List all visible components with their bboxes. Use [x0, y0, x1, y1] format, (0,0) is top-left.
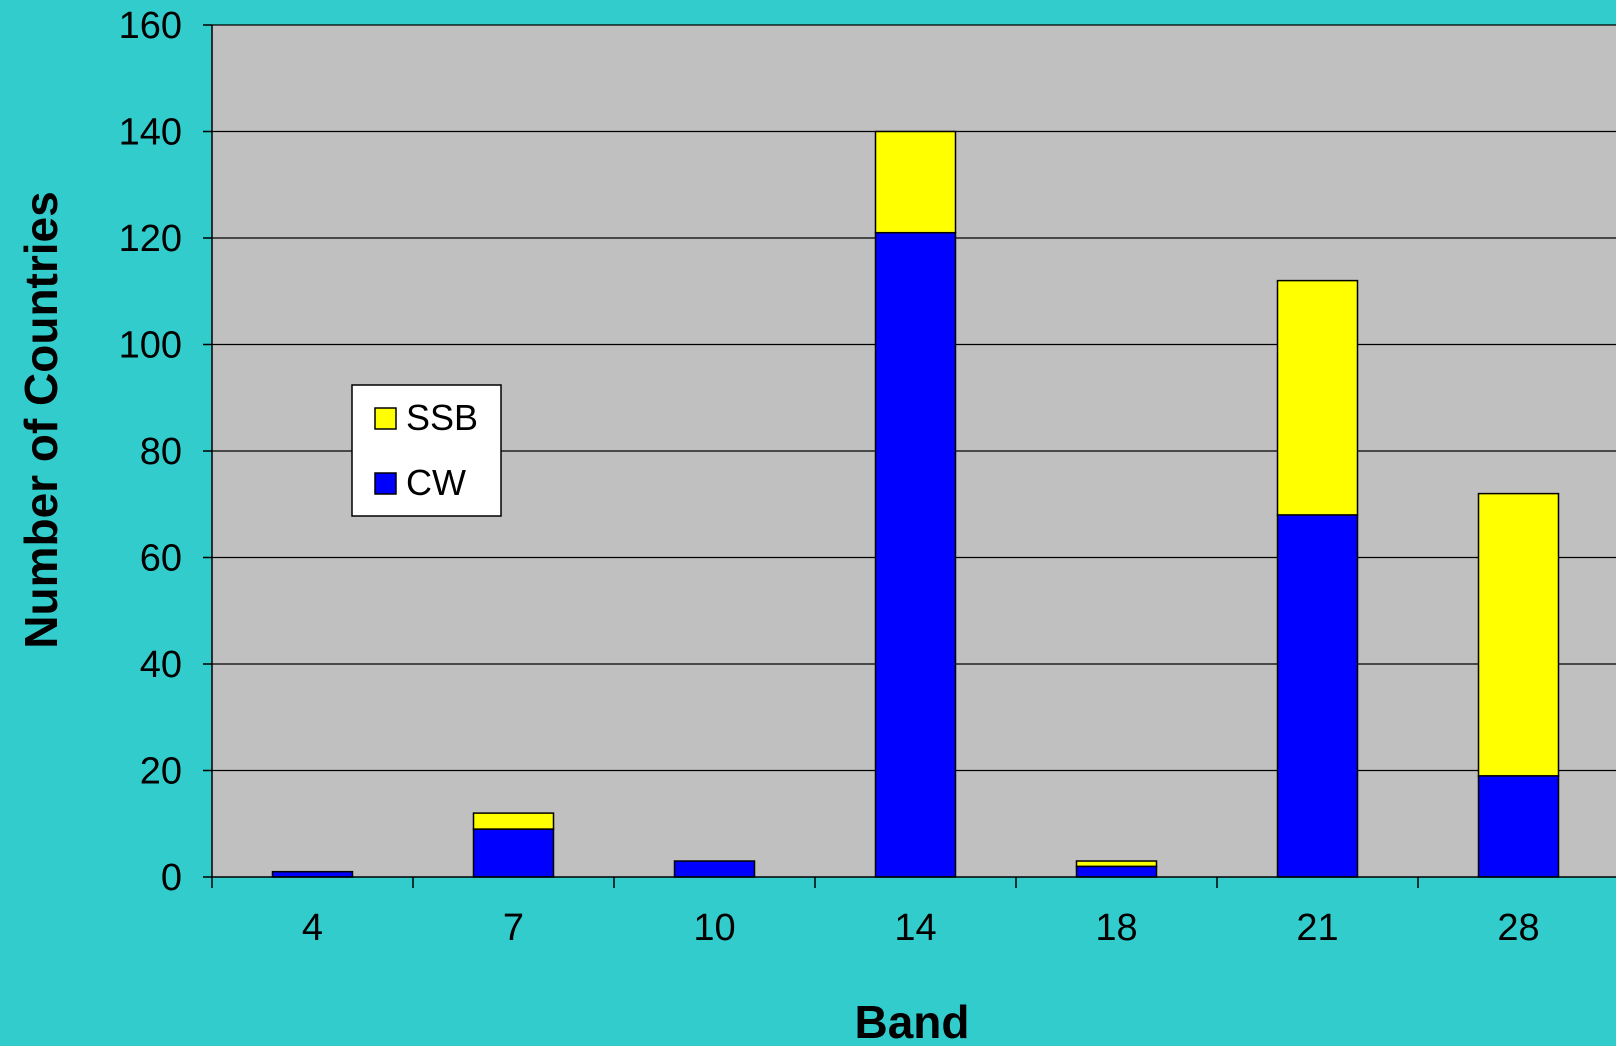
x-tick-labels: 4 7 10 14 18 21 28: [302, 907, 1540, 949]
y-tick-label: 80: [140, 431, 182, 473]
y-tick-label: 0: [161, 857, 182, 899]
bar-cw-4: [271, 870, 354, 878]
legend-swatch-ssb: [374, 407, 397, 430]
bar-ssb-18: [1075, 860, 1158, 868]
y-tick-label: 40: [140, 644, 182, 686]
legend-label-ssb: SSB: [406, 397, 478, 438]
bar-cw-10: [673, 860, 756, 878]
bar-cw-28: [1477, 775, 1560, 878]
x-tick-label: 10: [693, 907, 735, 949]
bar-cw-18: [1075, 865, 1158, 878]
legend: SSB CW: [351, 384, 502, 517]
legend-label-cw: CW: [406, 462, 466, 503]
bars: [271, 130, 1560, 878]
y-tick-label: 20: [140, 751, 182, 793]
y-tick-label: 140: [119, 112, 182, 154]
x-tick-label: 7: [503, 907, 524, 949]
bar-ssb-21: [1276, 279, 1359, 516]
y-tick-label: 160: [119, 5, 182, 47]
x-tick-label: 18: [1095, 907, 1137, 949]
y-axis-title: Number of Countries: [15, 191, 67, 648]
y-tick-label: 100: [119, 325, 182, 367]
bar-ssb-7: [472, 812, 555, 830]
y-tick-label: 120: [119, 218, 182, 260]
bar-ssb-14: [874, 130, 957, 234]
legend-swatch-cw: [374, 472, 397, 495]
x-axis-title: Band: [855, 996, 970, 1046]
y-tick-labels: 0 20 40 60 80 100 120 140 160: [119, 5, 182, 899]
bar-cw-21: [1276, 514, 1359, 878]
x-tick-label: 14: [894, 907, 936, 949]
x-tick-label: 4: [302, 907, 323, 949]
x-tick-label: 28: [1497, 907, 1539, 949]
bar-ssb-28: [1477, 492, 1560, 777]
bar-cw-7: [472, 828, 555, 878]
x-tick-label: 21: [1296, 907, 1338, 949]
axes: [203, 24, 1616, 888]
y-tick-label: 60: [140, 538, 182, 580]
bar-cw-14: [874, 231, 957, 878]
